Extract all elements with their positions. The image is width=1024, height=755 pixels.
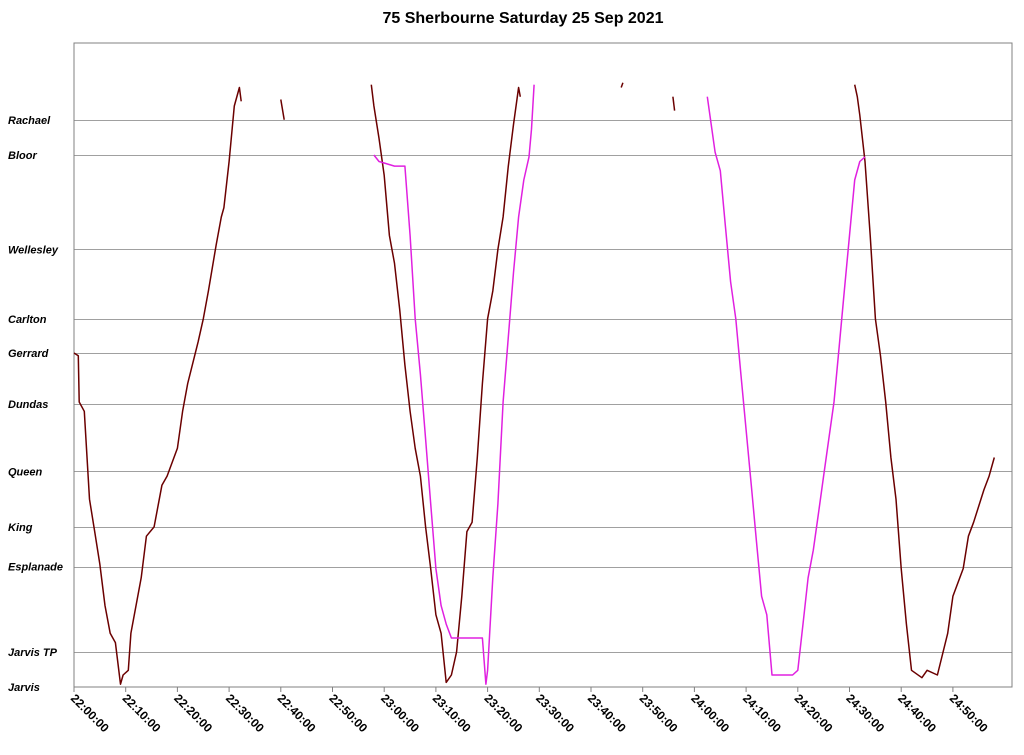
x-tick-label: 23:00:00 xyxy=(378,691,422,735)
vehicle-2-trace-segment xyxy=(706,96,866,676)
time-tick-labels: 22:00:00 22:10:00 22:20:00 22:30:00 22:40:00… xyxy=(68,687,991,735)
plot-frame xyxy=(73,42,1013,688)
vehicle-1-trace-segment xyxy=(280,99,285,120)
stop-label-bloor: Bloor xyxy=(8,150,37,162)
x-tick-label: 23:40:00 xyxy=(585,691,629,735)
x-tick-label: 23:30:00 xyxy=(533,691,577,735)
x-tick-label: 22:20:00 xyxy=(171,691,215,735)
stop-label-gerrard: Gerrard xyxy=(8,348,49,360)
stop-label-dundas: Dundas xyxy=(8,399,48,411)
vehicle-1-trace-segment xyxy=(620,82,624,88)
x-tick-label: 24:10:00 xyxy=(740,691,784,735)
x-tick-label: 23:10:00 xyxy=(430,691,474,735)
x-tick-label: 24:40:00 xyxy=(895,691,939,735)
stop-labels: Rachael Bloor Wellesley Carlton Gerrard Dunda… xyxy=(8,115,63,694)
vehicle-1-trace-segment xyxy=(853,84,996,679)
vehicle-1-trace-segment xyxy=(370,84,522,684)
x-tick-label: 22:50:00 xyxy=(326,691,370,735)
x-tick-label: 24:20:00 xyxy=(792,691,836,735)
x-tick-label: 22:40:00 xyxy=(275,691,319,735)
stop-label-rachael: Rachael xyxy=(8,115,51,127)
x-tick-label: 22:00:00 xyxy=(68,691,112,735)
x-tick-label: 22:10:00 xyxy=(120,691,164,735)
x-tick-label: 22:30:00 xyxy=(223,691,267,735)
stop-label-queen: Queen xyxy=(8,466,43,478)
vehicle-1-trace-segment xyxy=(672,96,676,111)
x-tick-label: 23:20:00 xyxy=(481,691,525,735)
x-tick-label: 24:50:00 xyxy=(947,691,991,735)
stop-label-king: King xyxy=(8,522,33,534)
stop-label-carlton: Carlton xyxy=(8,314,47,326)
vehicle-traces xyxy=(73,82,996,685)
stop-label-esplanade: Esplanade xyxy=(8,562,63,574)
x-tick-label: 24:00:00 xyxy=(688,691,732,735)
stop-label-jarvis-tp: Jarvis TP xyxy=(8,647,58,659)
chart-title: 75 Sherbourne Saturday 25 Sep 2021 xyxy=(382,10,664,27)
stop-label-wellesley: Wellesley xyxy=(8,244,59,256)
vehicle-2-trace-segment xyxy=(373,84,535,685)
vehicle-1-trace-segment xyxy=(73,86,242,685)
grid-lines xyxy=(74,120,1012,653)
stop-label-jarvis: Jarvis xyxy=(8,682,40,694)
x-tick-label: 23:50:00 xyxy=(637,691,681,735)
x-tick-label: 24:30:00 xyxy=(843,691,887,735)
